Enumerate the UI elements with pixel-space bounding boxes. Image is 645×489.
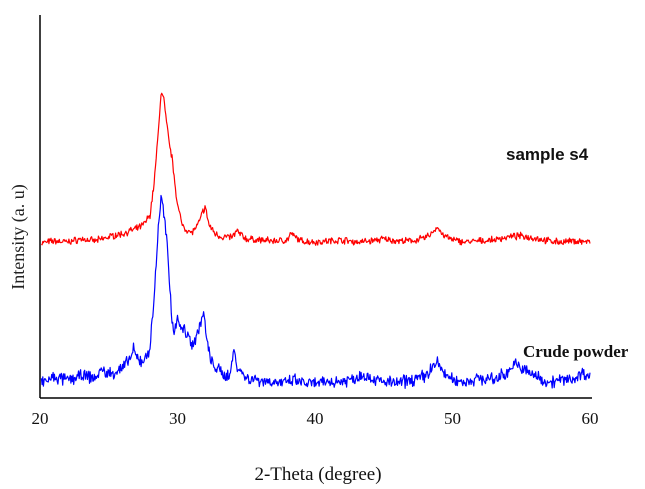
x-tick-label: 20 [32,409,49,428]
x-tick-label: 30 [169,409,186,428]
series-label-sample-s4: sample s4 [506,145,589,164]
y-axis-label: Intensity (a. u) [8,184,29,289]
series-line-sample-s4 [41,92,591,246]
x-tick-label: 40 [307,409,324,428]
series-layer [40,92,591,389]
series-line-crude-powder [40,194,591,389]
x-tick-label: 50 [444,409,461,428]
x-tick-label: 60 [582,409,599,428]
x-tick-labels: 20 30 40 50 60 [32,409,599,428]
series-label-crude-powder: Crude powder [523,342,629,361]
x-axis-label: 2-Theta (degree) [254,464,381,485]
chart-axes [39,15,592,399]
